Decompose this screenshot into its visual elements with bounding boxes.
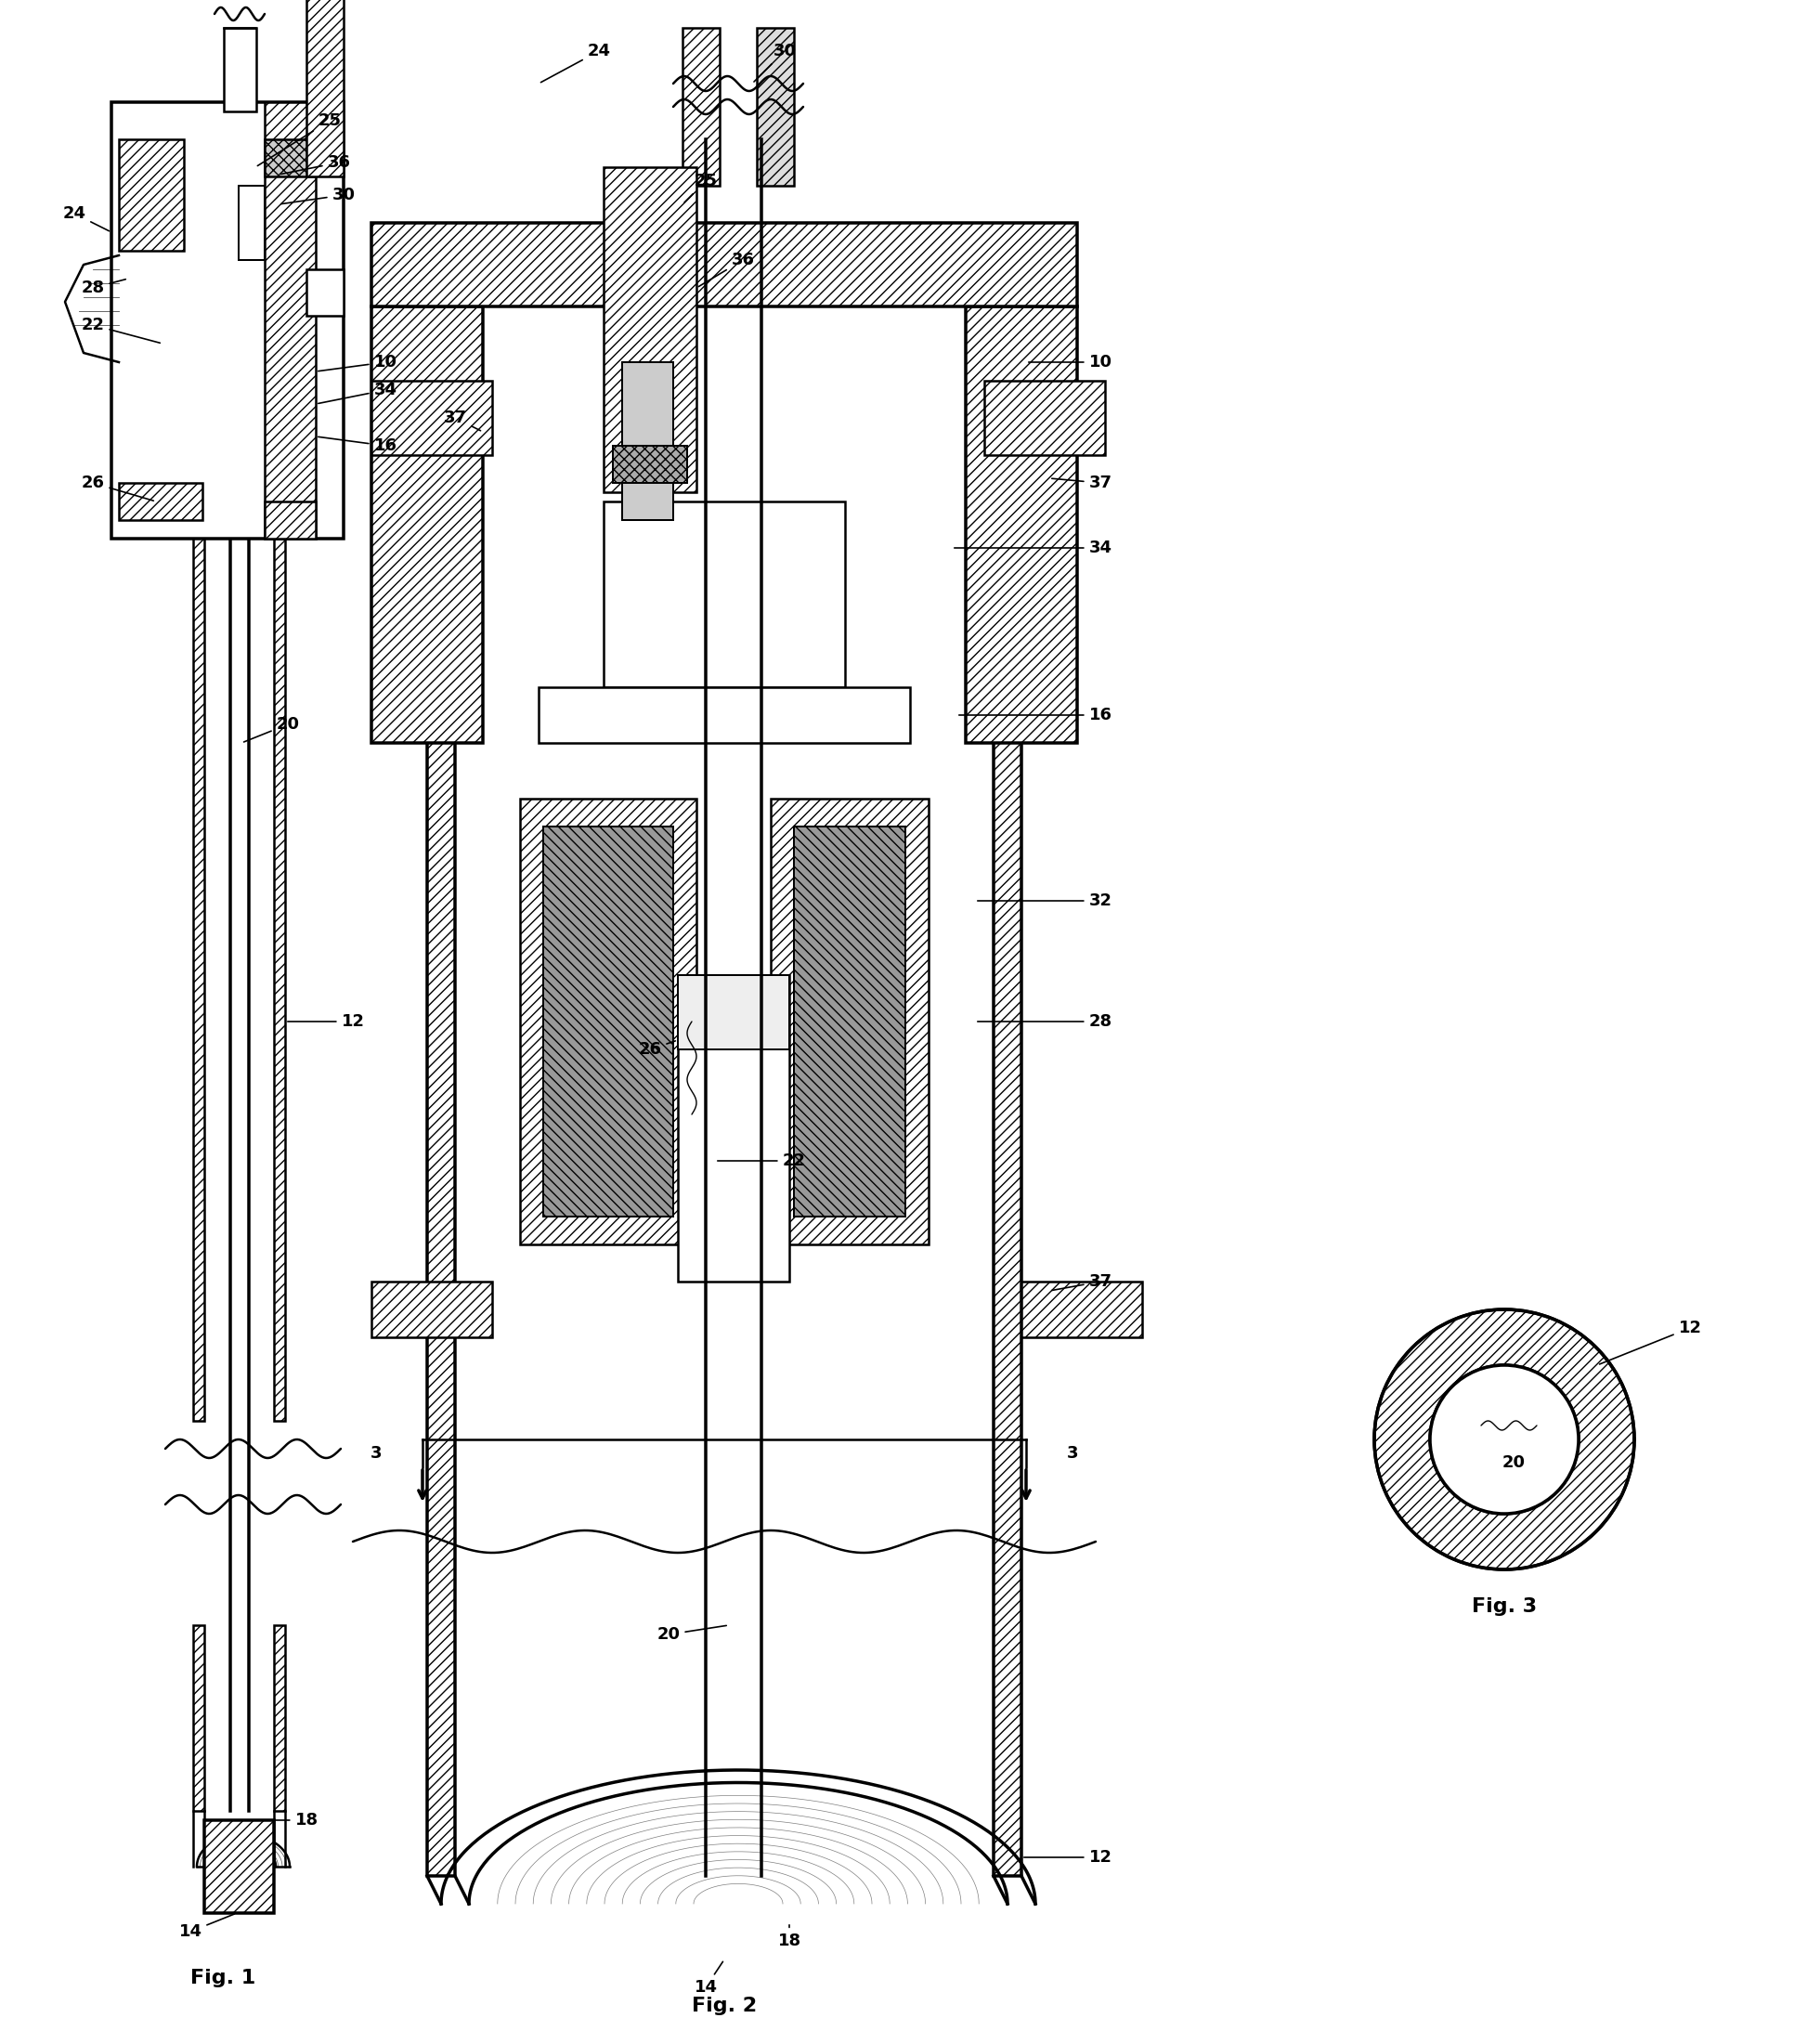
Text: 37: 37 [1051,1273,1112,1290]
Bar [224,29,257,112]
Bar [371,307,483,742]
Text: 18: 18 [262,1811,318,1829]
Text: 3: 3 [370,1445,382,1461]
Text: 20: 20 [244,715,300,742]
Bar [266,102,316,540]
Bar [795,826,906,1216]
Bar [274,1625,285,1811]
Bar [274,511,285,1421]
Bar [194,511,205,1421]
Bar [965,307,1076,742]
Text: 26: 26 [639,1040,675,1057]
Text: 10: 10 [318,354,396,372]
Text: 30: 30 [753,43,797,82]
Text: 20: 20 [1502,1453,1525,1472]
Bar [118,482,203,519]
Bar [371,223,1076,307]
Bar [427,296,456,1876]
Wedge shape [1374,1310,1634,1570]
Text: 14: 14 [694,1962,723,1995]
Text: 30: 30 [282,186,355,204]
Text: 16: 16 [960,707,1112,724]
Bar [614,446,687,482]
Text: 36: 36 [698,251,755,286]
Text: 37: 37 [1051,474,1112,491]
Text: 18: 18 [777,1925,800,1950]
Text: 12: 12 [287,1014,364,1030]
Text: 12: 12 [1024,1850,1112,1866]
Bar [1021,1282,1143,1337]
Text: 34: 34 [318,382,396,403]
Bar [118,139,183,251]
Text: Fig. 3: Fig. 3 [1471,1596,1537,1617]
Bar [371,1282,492,1337]
Text: 14: 14 [179,1913,235,1940]
Text: 20: 20 [657,1625,727,1643]
Bar [111,102,344,540]
Bar [239,186,266,260]
Bar [307,270,344,315]
Text: 3: 3 [1067,1445,1078,1461]
Bar [371,380,492,456]
Bar [757,29,795,186]
Bar [678,975,789,1049]
Bar [194,1625,205,1811]
Text: 25: 25 [684,174,718,202]
Circle shape [1430,1365,1579,1515]
Bar [623,362,673,519]
Text: 28: 28 [81,280,126,296]
Bar [307,0,344,176]
Text: 10: 10 [1028,354,1112,370]
Text: 16: 16 [318,437,396,454]
Text: Fig. 2: Fig. 2 [692,1997,757,2015]
Text: 12: 12 [1600,1320,1701,1363]
Bar [771,799,929,1245]
Bar [678,975,789,1282]
Text: 32: 32 [978,893,1112,910]
Bar [538,687,910,742]
Bar [994,296,1021,1876]
Bar [266,139,316,176]
Bar [603,168,696,493]
Text: 26: 26 [81,474,154,501]
Bar [266,501,316,540]
Bar [520,799,696,1245]
Text: 22: 22 [81,317,160,343]
Text: 37: 37 [443,409,481,431]
Bar [985,380,1105,456]
Bar [205,1821,274,1913]
Text: 24: 24 [63,204,109,231]
Text: 25: 25 [258,112,341,166]
Text: 22: 22 [718,1153,806,1169]
Bar [682,29,719,186]
Text: 36: 36 [282,153,350,174]
Bar [603,501,845,687]
Text: 34: 34 [954,540,1112,556]
Bar [544,826,673,1216]
Text: 24: 24 [540,43,610,82]
Text: Fig. 1: Fig. 1 [190,1968,255,1987]
Text: 28: 28 [978,1014,1112,1030]
